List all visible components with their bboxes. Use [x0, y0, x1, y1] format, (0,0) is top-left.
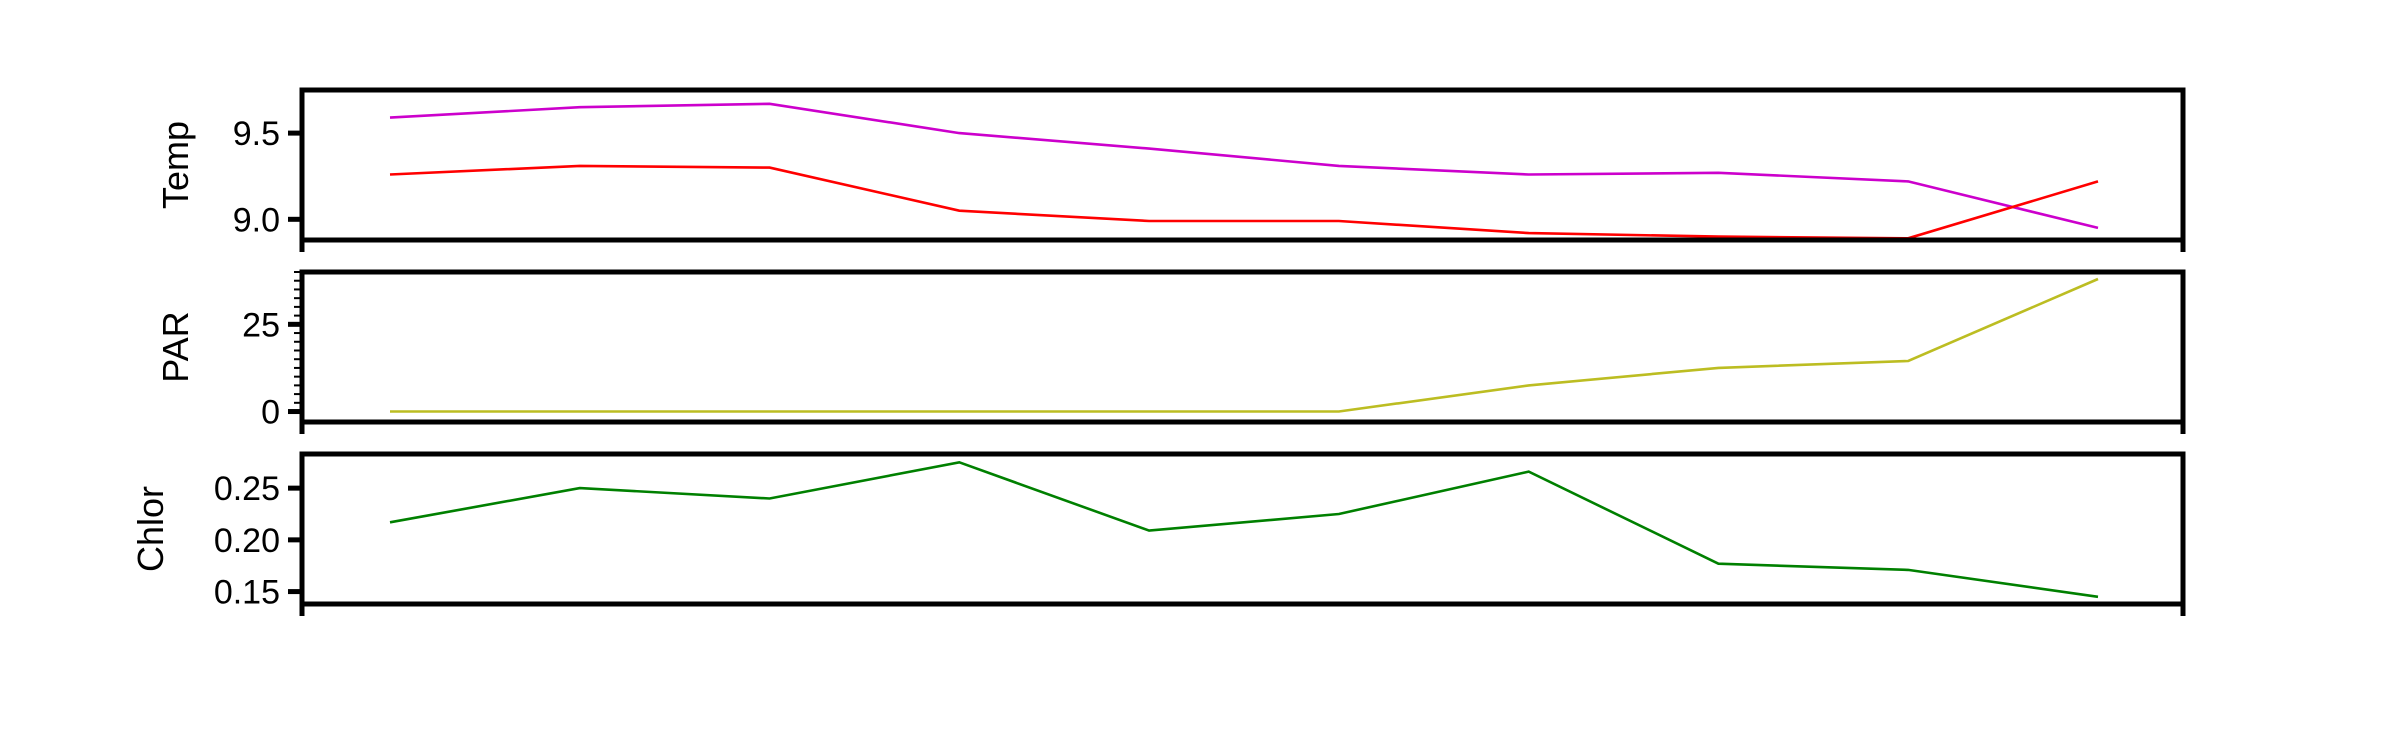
y-axis-title: PAR — [155, 311, 196, 382]
y-tick-label: 0.15 — [214, 574, 280, 612]
series-line-par-1 — [390, 277, 2099, 413]
plot-frame — [299, 87, 2186, 243]
y-tick-label: 0.20 — [214, 522, 280, 560]
panel-temp: 9.0 9.5 Temp — [155, 87, 2186, 252]
y-tick-label: 9.5 — [233, 115, 280, 153]
panel-par: 0 25 PAR — [155, 269, 2186, 434]
y-axis-title: Temp — [155, 121, 196, 209]
plot-frame — [299, 451, 2186, 607]
y-axis-title: Chlor — [130, 486, 171, 572]
series-line-temp-2 — [389, 164, 2099, 240]
plot-frame — [299, 269, 2186, 425]
panel-chlor: 0.15 0.20 0.25 Chlor — [130, 451, 2186, 616]
y-tick-label: 0 — [261, 394, 280, 432]
series-line-chlor-1 — [389, 460, 2099, 599]
y-tick-label: 25 — [242, 306, 280, 344]
y-tick-label: 9.0 — [233, 201, 280, 239]
y-tick-label: 0.25 — [214, 470, 280, 508]
series-line-temp-1 — [389, 102, 2099, 230]
